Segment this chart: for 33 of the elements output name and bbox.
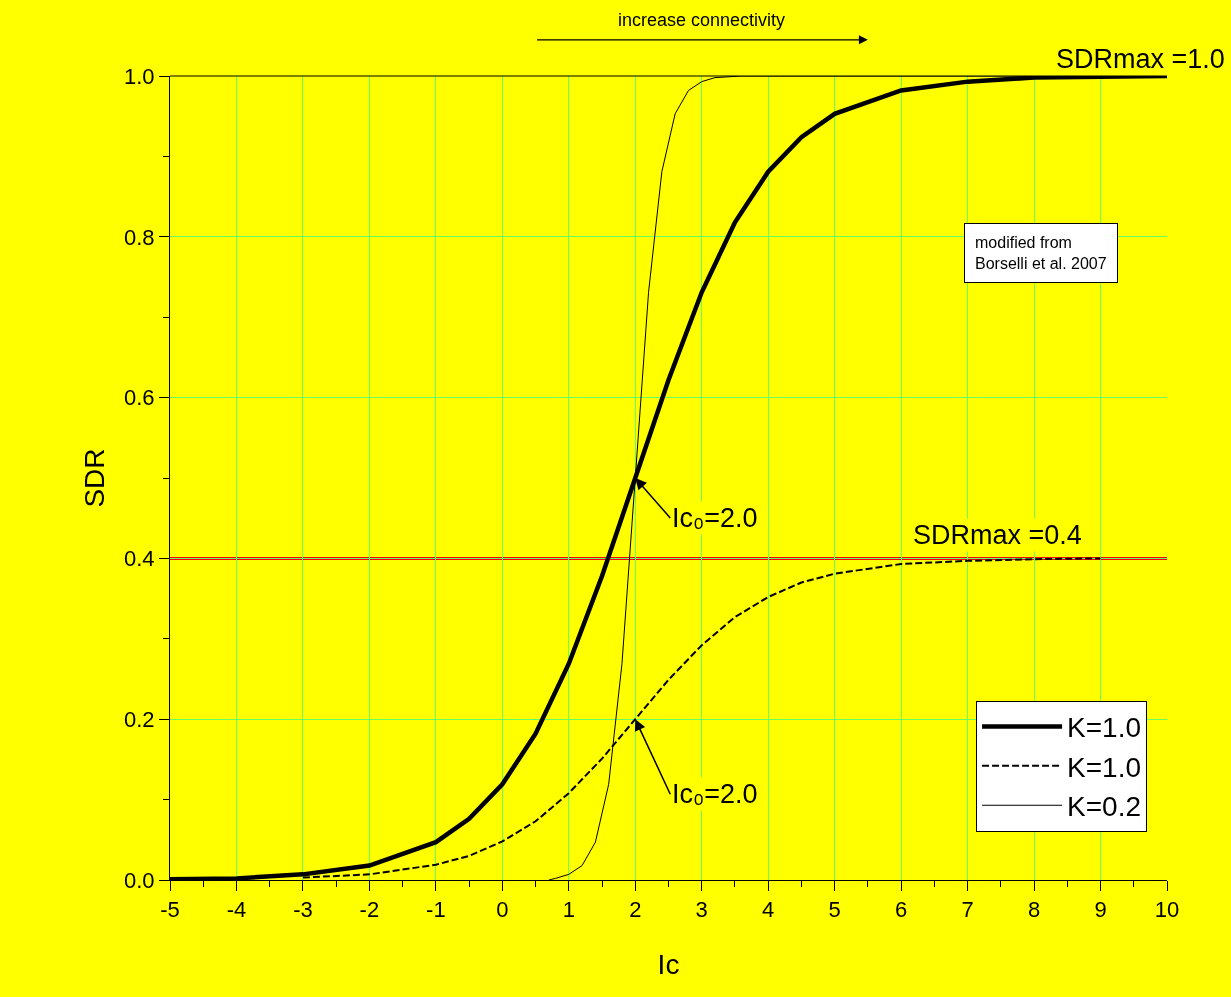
x-tick-label: 6 [895,897,908,923]
x-tick-label: -5 [160,897,180,923]
legend-label: K=1.0 [1067,751,1142,783]
x-tick-label: 2 [629,897,642,923]
x-tick-label: 7 [961,897,974,923]
text: increase connectivity [618,10,786,30]
x-tick-label: -2 [359,897,380,923]
x-tick-label: 9 [1094,897,1107,923]
text: SDRmax =1.0 [1056,44,1225,74]
annotation: Ic₀=2.0 [672,779,758,809]
x-tick-label: -1 [426,897,446,923]
y-tick-label: 1.0 [124,63,155,89]
x-tick-label: 1 [562,897,575,923]
y-tick-label: 0.6 [124,385,155,411]
x-tick-label: -4 [226,897,247,923]
annotation: modified from Borselli et al. 2007 [975,234,1107,272]
y-tick-label: 0.0 [124,867,155,893]
y-axis-title: SDR [79,448,110,508]
x-axis-title: Ic [657,949,680,980]
x-tick-label: 0 [496,897,509,923]
x-tick-label: -3 [293,897,313,923]
y-tick-label: 0.4 [124,546,155,572]
x-tick-label: 3 [695,897,708,923]
x-tick-label: 8 [1027,897,1041,923]
legend-label: K=1.0 [1067,712,1142,744]
y-tick-label: 0.8 [124,224,155,250]
annotation: Ic₀=2.0 [672,503,758,533]
x-tick-label: 4 [762,897,775,923]
y-tick-label: 0.2 [124,706,155,732]
legend-label: K=0.2 [1067,791,1142,823]
ref-line-label: SDRmax =0.4 [913,520,1082,550]
x-tick-label: 5 [828,897,841,923]
x-tick-label: 10 [1154,897,1180,923]
